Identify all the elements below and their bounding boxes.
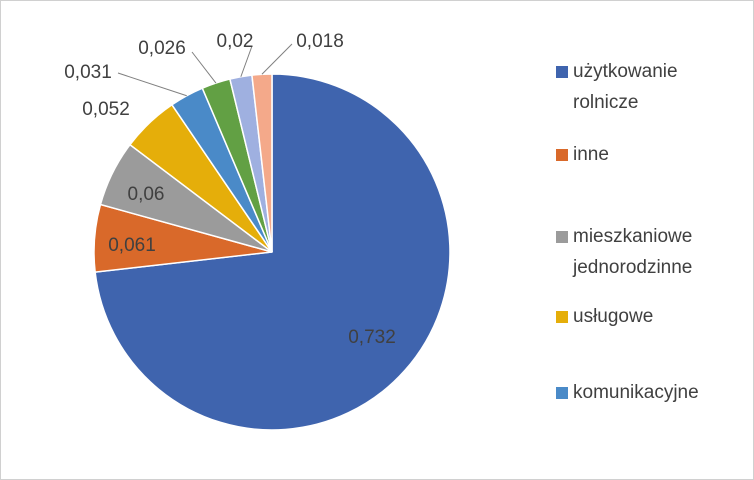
data-label: 0,02 bbox=[217, 31, 254, 52]
legend-line: użytkowanie bbox=[573, 61, 678, 82]
data-label: 0,06 bbox=[128, 184, 165, 205]
legend-swatch bbox=[556, 311, 568, 323]
data-label: 0,732 bbox=[348, 327, 396, 348]
legend-swatch bbox=[556, 387, 568, 399]
legend-swatch bbox=[556, 66, 568, 78]
leader-line bbox=[117, 72, 187, 97]
leader-line bbox=[191, 51, 217, 84]
leader-line bbox=[261, 43, 293, 75]
legend-swatch bbox=[556, 231, 568, 243]
legend-line: mieszkaniowe bbox=[573, 226, 692, 247]
legend-line: rolnicze bbox=[573, 92, 638, 113]
data-label: 0,061 bbox=[108, 235, 156, 256]
legend-label: usługowe bbox=[573, 306, 653, 327]
data-label: 0,052 bbox=[82, 99, 130, 120]
legend-swatch bbox=[556, 149, 568, 161]
data-label: 0,031 bbox=[64, 62, 112, 83]
data-label: 0,026 bbox=[138, 38, 186, 59]
legend-label: użytkowanie rolnicze bbox=[573, 61, 678, 113]
legend-label: inne bbox=[573, 144, 609, 165]
legend-label: mieszkaniowe jednorodzinne bbox=[572, 226, 692, 278]
legend-line: jednorodzinne bbox=[572, 257, 692, 278]
data-label: 0,018 bbox=[296, 31, 344, 52]
legend-label: komunikacyjne bbox=[573, 382, 699, 403]
leader-line bbox=[240, 45, 253, 77]
